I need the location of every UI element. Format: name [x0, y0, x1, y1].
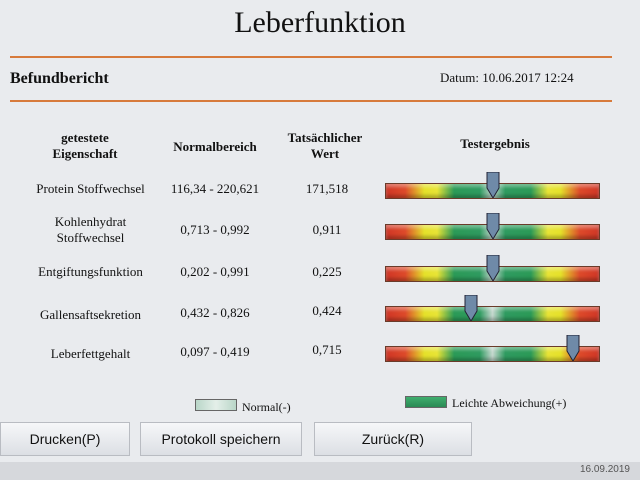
row-normal-range: 0,713 - 0,992	[180, 222, 250, 237]
row-actual-value: 0,225	[312, 264, 342, 279]
section-label: Befundbericht	[10, 70, 109, 87]
marker-pin-icon	[464, 295, 478, 321]
row-property-line1: Gallensaftsekretion	[39, 307, 142, 322]
header-property: getestete Eigenschaft	[20, 130, 150, 162]
header-actual-value: Tatsächlicher Wert	[270, 130, 380, 162]
header-property-line2: Eigenschaft	[52, 146, 118, 161]
status-date: 16.09.2019	[579, 464, 630, 475]
header-actual-line2: Wert	[310, 146, 340, 161]
row-actual-value: 0,715	[312, 342, 342, 357]
row-property-line1: Leberfettgehalt	[50, 346, 131, 361]
legend-label-normal: Normal(-)	[242, 400, 291, 414]
row-actual-value: 171,518	[305, 181, 349, 196]
row-actual-value: 0,911	[312, 222, 342, 237]
marker-pin-icon	[486, 213, 499, 239]
legend-swatch-slight	[405, 396, 447, 408]
report-date: Datum: 10.06.2017 12:24	[440, 70, 574, 85]
row-normal-range: 0,432 - 0,826	[180, 305, 250, 320]
page-title: Leberfunktion	[234, 6, 406, 39]
legend-label-slight: Leichte Abweichung(+)	[452, 396, 567, 410]
row-property: Protein Stoffwechsel	[18, 181, 163, 197]
header-property-line1: getestete	[61, 130, 109, 145]
row-normal-range: 116,34 - 220,621	[170, 181, 260, 196]
row-property-line1: Kohlenhydrat	[54, 214, 127, 229]
row-property: Entgiftungsfunktion	[18, 264, 163, 280]
result-bar	[385, 213, 600, 240]
row-property: Leberfettgehalt	[18, 346, 163, 362]
marker-pin-icon	[486, 172, 499, 198]
result-bar	[385, 295, 600, 322]
legend-swatch-normal	[195, 399, 237, 411]
save-protocol-button[interactable]: Protokoll speichern	[140, 422, 302, 456]
result-bar	[385, 335, 600, 362]
result-bar	[385, 255, 600, 282]
print-button[interactable]: Drucken(P)	[0, 422, 130, 456]
header-normal-range: Normalbereich	[173, 139, 257, 154]
row-normal-range: 0,202 - 0,991	[180, 264, 250, 279]
row-property: Gallensaftsekretion	[18, 307, 163, 323]
title-divider	[10, 56, 612, 58]
row-property-line1: Entgiftungsfunktion	[38, 264, 143, 279]
row-property: Kohlenhydrat Stoffwechsel	[18, 214, 163, 246]
back-button[interactable]: Zurück(R)	[314, 422, 472, 456]
section-divider	[10, 100, 612, 102]
marker-pin-icon	[566, 335, 580, 361]
result-bar	[385, 172, 600, 199]
row-normal-range: 0,097 - 0,419	[180, 344, 250, 359]
header-test-result: Testergebnis	[460, 136, 530, 151]
row-property-line1: Protein Stoffwechsel	[36, 181, 145, 196]
status-bar: 16.09.2019	[0, 462, 640, 480]
marker-pin-icon	[486, 255, 499, 281]
row-actual-value: 0,424	[312, 303, 342, 318]
row-property-line2: Stoffwechsel	[56, 230, 125, 245]
header-actual-line1: Tatsächlicher	[287, 130, 363, 145]
